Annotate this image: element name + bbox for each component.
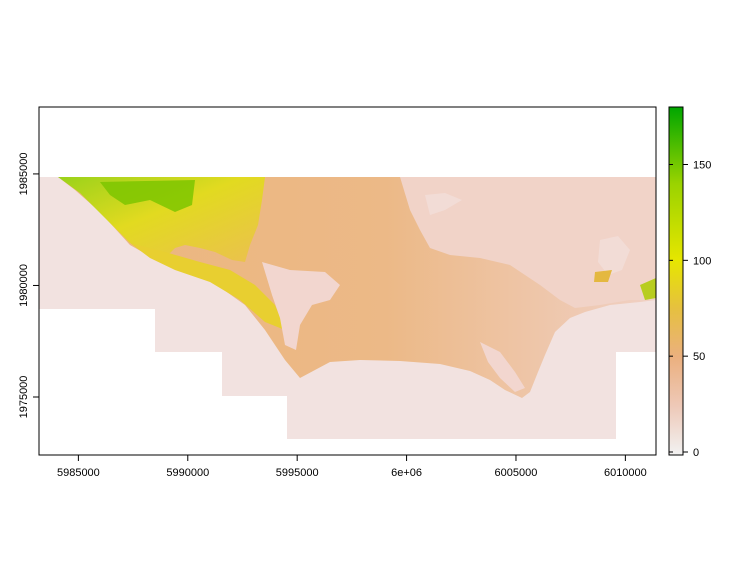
x-tick-label: 5985000: [57, 467, 100, 479]
color-legend: 0 50 100 150: [668, 106, 711, 459]
ridge-south: [130, 243, 285, 330]
plot-frame: [38, 106, 657, 456]
legend-tick-label: 150: [693, 160, 711, 172]
ridge-west: [58, 177, 265, 262]
y-axis: 1975000 1980000 1985000: [18, 153, 39, 419]
high-patch-east-edge: [640, 278, 656, 300]
x-tick-label: 5990000: [166, 467, 209, 479]
legend-tick-label: 0: [693, 447, 699, 459]
legend-colorbar-frame: [668, 106, 684, 456]
estuary-channel-west: [262, 262, 340, 350]
y-tick-label: 1980000: [18, 264, 30, 307]
raster-layer: [39, 177, 656, 439]
x-axis: 5985000 5990000 5995000 6e+06 6005000 6010000: [57, 455, 647, 479]
low-elevation-east: [400, 177, 656, 308]
y-tick-label: 1985000: [18, 153, 30, 196]
inlet-north: [425, 193, 462, 215]
legend-colorbar: [669, 107, 683, 455]
inlet-east: [598, 236, 630, 275]
ridge-peaks: [100, 180, 195, 212]
high-patch-east: [594, 270, 612, 282]
y-tick-label: 1975000: [18, 376, 30, 419]
x-tick-label: 6e+06: [391, 467, 422, 479]
x-tick-label: 6005000: [495, 467, 538, 479]
legend-tick-label: 50: [693, 351, 705, 363]
x-tick-label: 5995000: [276, 467, 319, 479]
legend-tick-label: 100: [693, 255, 711, 267]
estuary-channel-south: [480, 342, 525, 392]
x-tick-label: 6010000: [604, 467, 647, 479]
